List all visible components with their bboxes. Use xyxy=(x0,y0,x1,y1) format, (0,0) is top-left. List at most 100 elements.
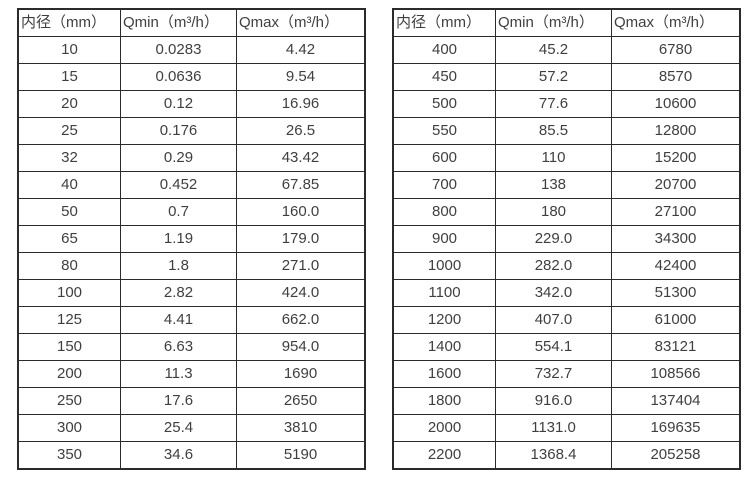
table-row: 550 85.5 12800 xyxy=(392,117,741,145)
diameter-cell: 1800 xyxy=(392,387,496,415)
qmin-cell: 732.7 xyxy=(495,360,612,388)
table-row: 20 0.12 16.96 xyxy=(17,90,366,118)
qmax-cell: 12800 xyxy=(611,117,741,145)
qmax-cell: 9.54 xyxy=(236,63,366,91)
diameter-column-header: 内径（mm） xyxy=(392,8,496,37)
diameter-cell: 250 xyxy=(17,387,121,415)
diameter-cell: 800 xyxy=(392,198,496,226)
qmax-cell: 43.42 xyxy=(236,144,366,172)
qmin-cell: 0.176 xyxy=(120,117,237,145)
diameter-cell: 550 xyxy=(392,117,496,145)
qmax-cell: 205258 xyxy=(611,441,741,470)
qmax-cell: 160.0 xyxy=(236,198,366,226)
qmax-cell: 27100 xyxy=(611,198,741,226)
diameter-cell: 100 xyxy=(17,279,121,307)
table-row: 1400 554.1 83121 xyxy=(392,333,741,361)
qmax-cell: 424.0 xyxy=(236,279,366,307)
qmin-cell: 34.6 xyxy=(120,441,237,470)
table-row: 800 180 27100 xyxy=(392,198,741,226)
qmin-cell: 45.2 xyxy=(495,36,612,64)
qmax-cell: 6780 xyxy=(611,36,741,64)
diameter-cell: 900 xyxy=(392,225,496,253)
diameter-cell: 10 xyxy=(17,36,121,64)
qmax-cell: 169635 xyxy=(611,414,741,442)
qmin-cell: 1368.4 xyxy=(495,441,612,470)
diameter-cell: 15 xyxy=(17,63,121,91)
diameter-cell: 300 xyxy=(17,414,121,442)
qmax-cell: 5190 xyxy=(236,441,366,470)
qmax-cell: 8570 xyxy=(611,63,741,91)
table-row: 1200 407.0 61000 xyxy=(392,306,741,334)
qmin-cell: 0.12 xyxy=(120,90,237,118)
qmax-cell: 4.42 xyxy=(236,36,366,64)
header-row: 内径（mm） Qmin（m³/h） Qmax（m³/h） xyxy=(392,8,741,37)
diameter-cell: 40 xyxy=(17,171,121,199)
table-row: 40 0.452 67.85 xyxy=(17,171,366,199)
qmin-cell: 0.452 xyxy=(120,171,237,199)
qmax-cell: 34300 xyxy=(611,225,741,253)
diameter-cell: 1100 xyxy=(392,279,496,307)
diameter-cell: 1000 xyxy=(392,252,496,280)
qmax-cell: 26.5 xyxy=(236,117,366,145)
qmin-column-header: Qmin（m³/h） xyxy=(495,8,612,37)
qmin-cell: 57.2 xyxy=(495,63,612,91)
qmax-cell: 2650 xyxy=(236,387,366,415)
qmin-cell: 4.41 xyxy=(120,306,237,334)
table-row: 500 77.6 10600 xyxy=(392,90,741,118)
qmax-cell: 67.85 xyxy=(236,171,366,199)
qmax-cell: 42400 xyxy=(611,252,741,280)
diameter-cell: 65 xyxy=(17,225,121,253)
qmax-cell: 3810 xyxy=(236,414,366,442)
diameter-cell: 2000 xyxy=(392,414,496,442)
table-row: 15 0.0636 9.54 xyxy=(17,63,366,91)
diameter-cell: 1400 xyxy=(392,333,496,361)
qmin-cell: 0.0636 xyxy=(120,63,237,91)
qmin-cell: 342.0 xyxy=(495,279,612,307)
qmax-cell: 10600 xyxy=(611,90,741,118)
qmin-cell: 229.0 xyxy=(495,225,612,253)
diameter-cell: 600 xyxy=(392,144,496,172)
qmax-cell: 954.0 xyxy=(236,333,366,361)
qmin-column-header: Qmin（m³/h） xyxy=(120,8,237,37)
qmax-cell: 662.0 xyxy=(236,306,366,334)
table-row: 10 0.0283 4.42 xyxy=(17,36,366,64)
qmin-cell: 25.4 xyxy=(120,414,237,442)
qmin-cell: 1.19 xyxy=(120,225,237,253)
table-row: 900 229.0 34300 xyxy=(392,225,741,253)
table-row: 1100 342.0 51300 xyxy=(392,279,741,307)
qmin-cell: 180 xyxy=(495,198,612,226)
diameter-cell: 25 xyxy=(17,117,121,145)
table-row: 300 25.4 3810 xyxy=(17,414,366,442)
qmax-cell: 179.0 xyxy=(236,225,366,253)
diameter-cell: 1200 xyxy=(392,306,496,334)
flow-table-right: 内径（mm） Qmin（m³/h） Qmax（m³/h） 400 45.2 6780 45… xyxy=(392,8,741,470)
table-row: 65 1.19 179.0 xyxy=(17,225,366,253)
table-row: 350 34.6 5190 xyxy=(17,441,366,470)
table-row: 1600 732.7 108566 xyxy=(392,360,741,388)
qmax-cell: 20700 xyxy=(611,171,741,199)
qmax-cell: 15200 xyxy=(611,144,741,172)
table-body: 400 45.2 6780 450 57.2 8570 500 77.6 10600 550 85.… xyxy=(392,36,741,470)
table-row: 2200 1368.4 205258 xyxy=(392,441,741,470)
table-row: 1000 282.0 42400 xyxy=(392,252,741,280)
qmin-cell: 407.0 xyxy=(495,306,612,334)
qmin-cell: 138 xyxy=(495,171,612,199)
qmax-cell: 271.0 xyxy=(236,252,366,280)
header-row: 内径（mm） Qmin（m³/h） Qmax（m³/h） xyxy=(17,8,366,37)
qmax-column-header: Qmax（m³/h） xyxy=(611,8,741,37)
qmax-cell: 16.96 xyxy=(236,90,366,118)
diameter-column-header: 内径（mm） xyxy=(17,8,121,37)
table-body: 10 0.0283 4.42 15 0.0636 9.54 20 0.12 16.96 25 0.1… xyxy=(17,36,366,470)
qmax-column-header: Qmax（m³/h） xyxy=(236,8,366,37)
table-row: 200 11.3 1690 xyxy=(17,360,366,388)
table-row: 1800 916.0 137404 xyxy=(392,387,741,415)
diameter-cell: 200 xyxy=(17,360,121,388)
qmin-cell: 110 xyxy=(495,144,612,172)
table-row: 400 45.2 6780 xyxy=(392,36,741,64)
qmax-cell: 61000 xyxy=(611,306,741,334)
diameter-cell: 80 xyxy=(17,252,121,280)
qmax-cell: 83121 xyxy=(611,333,741,361)
qmax-cell: 1690 xyxy=(236,360,366,388)
table-row: 250 17.6 2650 xyxy=(17,387,366,415)
table-row: 80 1.8 271.0 xyxy=(17,252,366,280)
